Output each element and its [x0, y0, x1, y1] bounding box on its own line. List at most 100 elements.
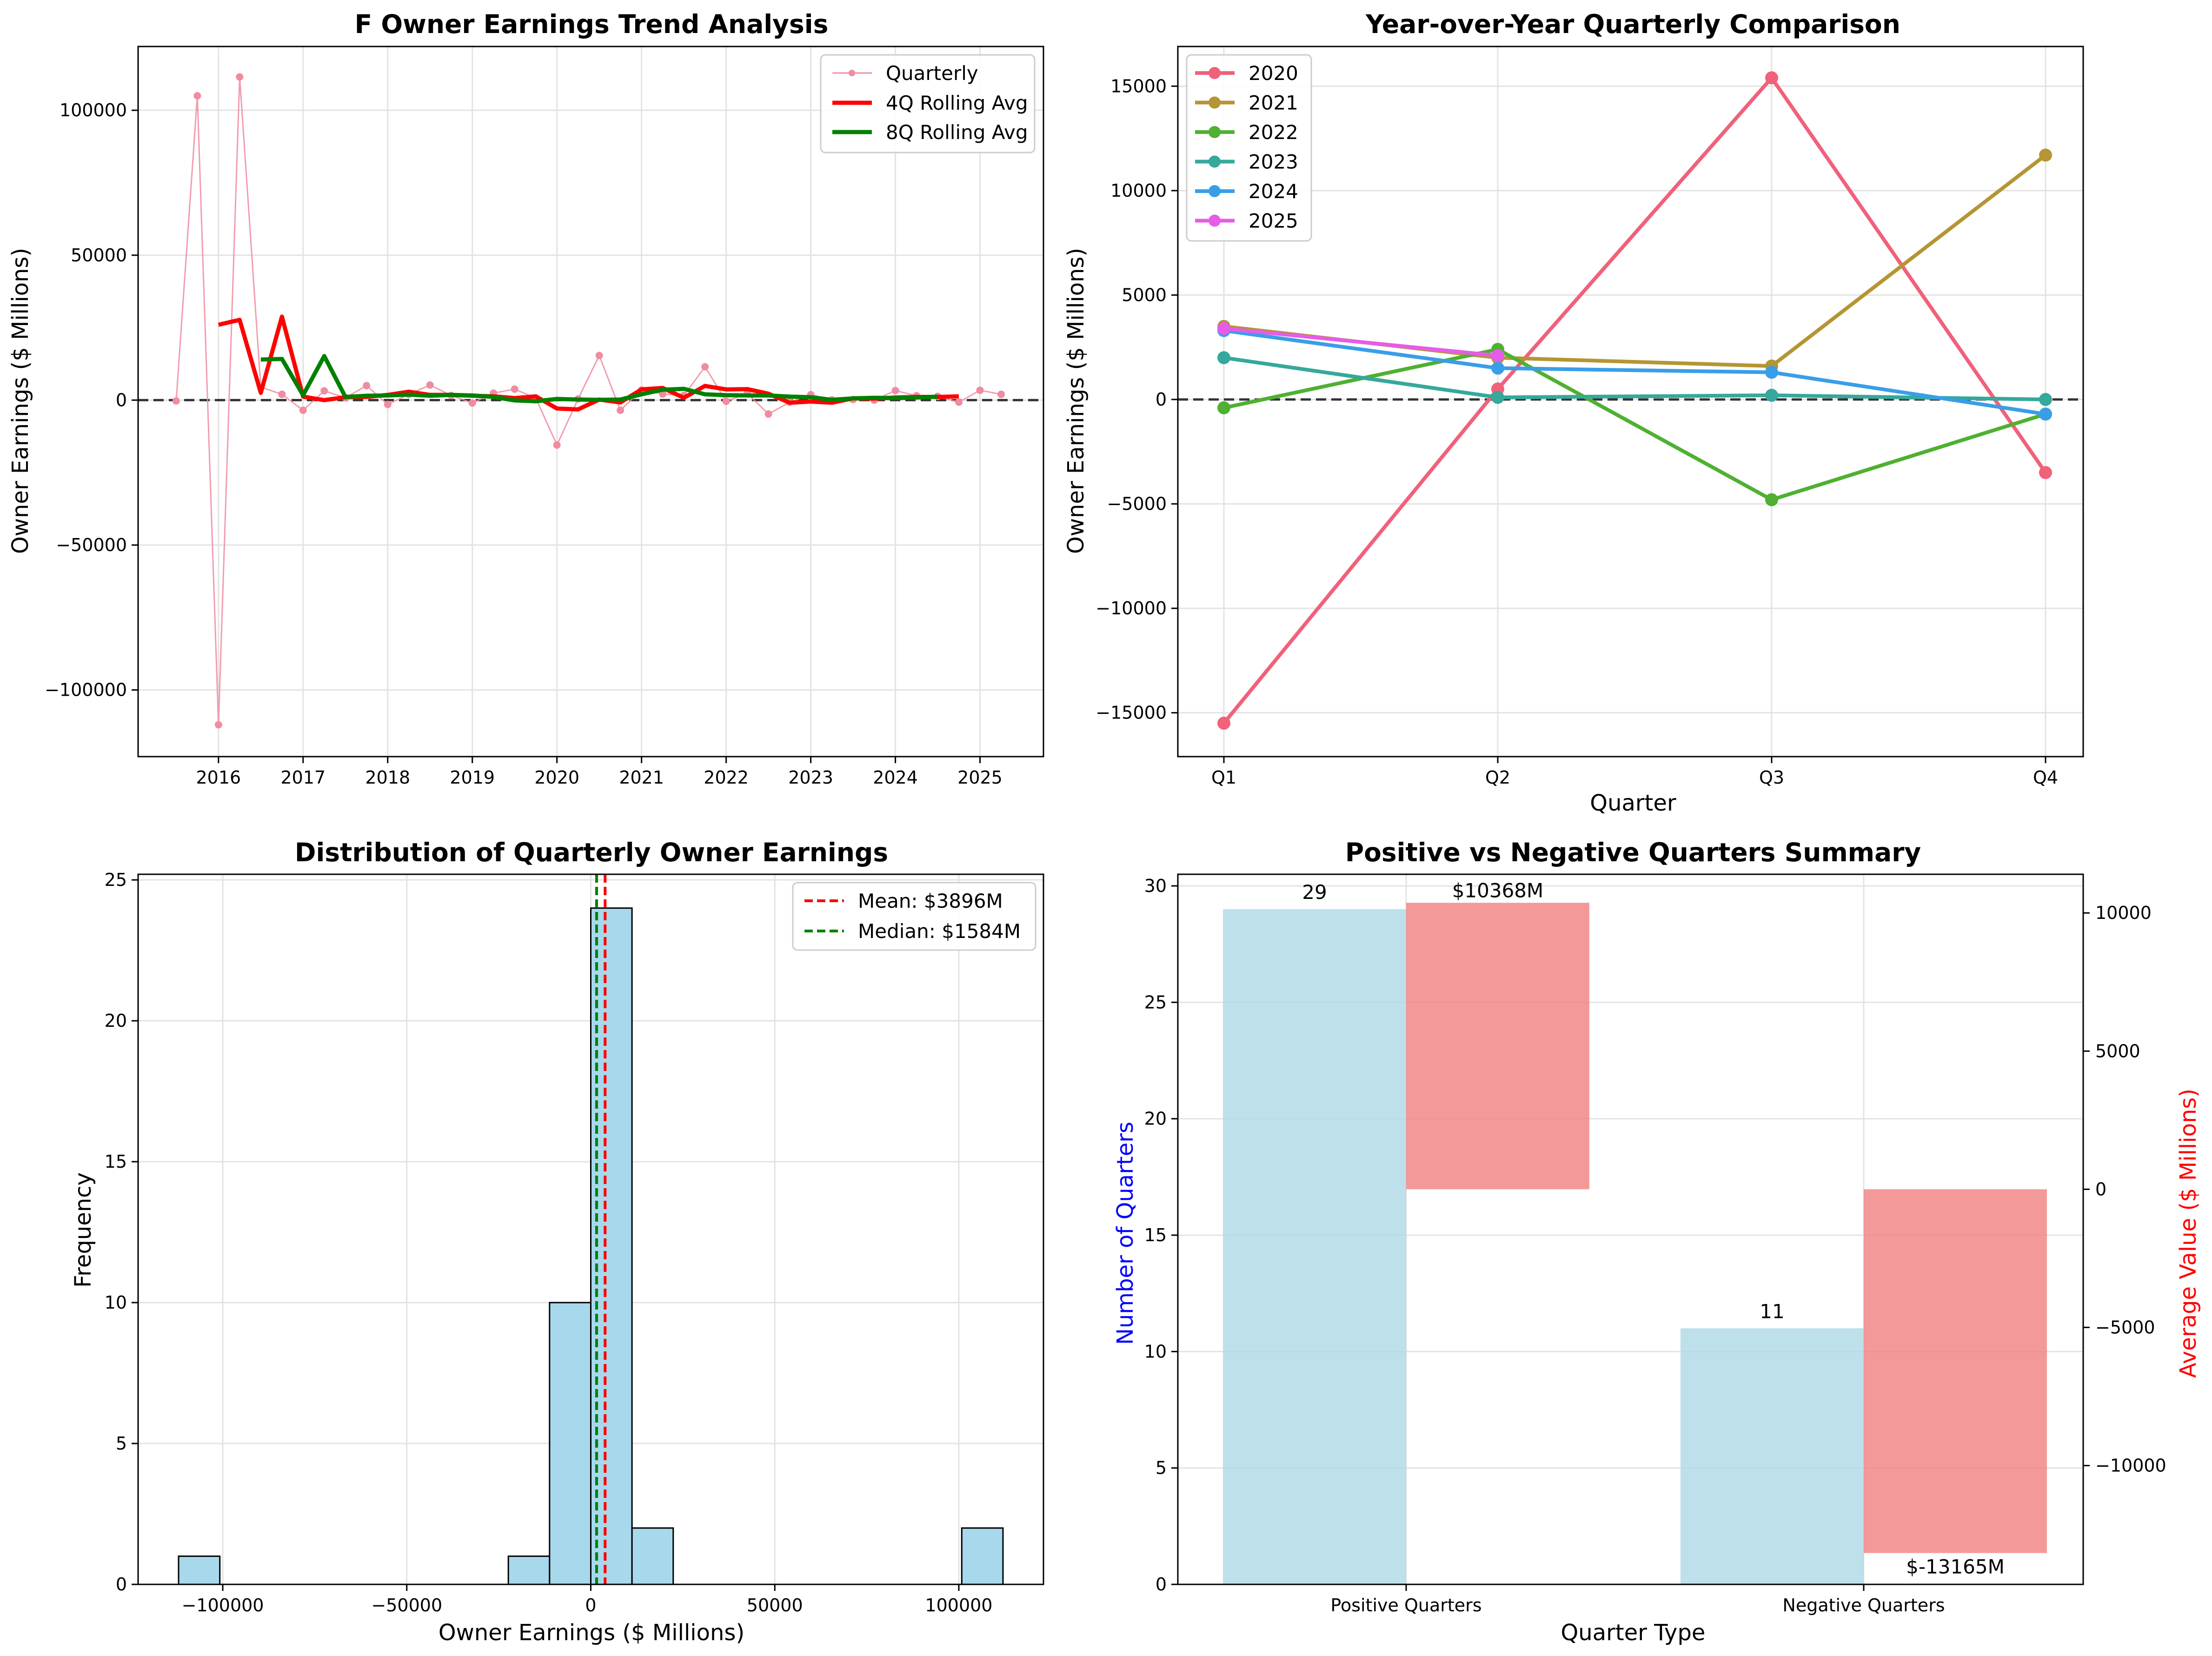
summary-ytick-right-label: 5000 — [2095, 1041, 2140, 1061]
yoy-legend-label: 2023 — [1249, 151, 1298, 173]
trend-series-2-line — [218, 314, 959, 412]
summary-ytick-right-label: −10000 — [2095, 1456, 2166, 1476]
yoy-xtick-label: Q3 — [1759, 767, 1784, 788]
yoy-ytick-label: −15000 — [1096, 703, 1167, 723]
yoy-panel: Year-over-Year Quarterly Comparison Owne… — [1063, 9, 2084, 816]
yoy-legend-label: 2025 — [1249, 210, 1298, 233]
histogram-ytick-label: 25 — [105, 870, 127, 890]
trend-xtick-label: 2021 — [619, 767, 664, 788]
histogram-ytick-label: 15 — [105, 1151, 127, 1172]
trend-series — [138, 73, 1043, 729]
histogram-xtick-label: 50000 — [747, 1595, 803, 1616]
yoy-point-2020 — [2039, 466, 2052, 479]
yoy-point-2023 — [2039, 393, 2052, 406]
trend-legend: Quarterly 4Q Rolling Avg 8Q Rolling Avg — [820, 54, 1036, 153]
trend-xtick-label: 2019 — [450, 767, 495, 788]
summary-ytick-left-label: 25 — [1144, 992, 1167, 1012]
yoy-ytick-label: −5000 — [1107, 494, 1167, 514]
yoy-point-2020 — [1765, 71, 1778, 85]
trend-xtick-label: 2018 — [365, 767, 410, 788]
summary-xtick-label: Negative Quarters — [1782, 1595, 1945, 1616]
yoy-legend-marker — [1209, 185, 1221, 197]
summary-title: Positive vs Negative Quarters Summary — [1345, 838, 1921, 867]
histogram-xtick-label: 100000 — [925, 1595, 992, 1616]
yoy-point-2021 — [2039, 148, 2052, 162]
histogram-legend: Mean: $3896M Median: $1584M — [792, 882, 1036, 951]
yoy-legend-marker — [1209, 126, 1221, 138]
trend-xtick-label: 2025 — [957, 767, 1003, 788]
trend-quarterly-point — [172, 397, 180, 405]
trend-panel: F Owner Earnings Trend Analysis Owner Ea… — [7, 9, 1044, 788]
trend-quarterly-point — [511, 385, 518, 393]
histogram-ylabel: Frequency — [70, 1172, 96, 1288]
trend-quarterly-point — [193, 92, 201, 100]
yoy-legend-label: 2024 — [1249, 180, 1298, 203]
summary-ytick-left-label: 0 — [1156, 1574, 1167, 1595]
histogram-legend-box — [792, 882, 1036, 951]
yoy-point-2020 — [1217, 717, 1230, 730]
summary-average-label: $-13165M — [1906, 1556, 2005, 1578]
histogram-bar — [961, 1527, 1004, 1585]
summary-panel: Positive vs Negative Quarters Summary Nu… — [1112, 838, 2201, 1646]
summary-ytick-left-label: 30 — [1144, 876, 1167, 896]
legend-label-8q: 8Q Rolling Avg — [886, 121, 1028, 144]
legend-marker-quarterly — [849, 70, 855, 76]
trend-xtick-label: 2017 — [280, 767, 325, 788]
trend-ytick-label: 0 — [116, 390, 127, 410]
summary-ticks: 0 5 10 15 20 25 30 −10000 −5000 0 5000 10000 Positiv… — [1144, 876, 2166, 1616]
histogram-ytick-label: 5 — [116, 1433, 127, 1454]
trend-ticks: 2016 2017 2018 2019 2020 2021 2022 2023 2024 2025… — [45, 100, 1003, 788]
yoy-point-2024 — [1491, 361, 1504, 375]
summary-ytick-right-label: −5000 — [2095, 1317, 2155, 1337]
histogram-panel: Distribution of Quarterly Owner Earnings… — [70, 838, 1044, 1646]
summary-ylabel-right: Average Value ($ Millions) — [2175, 1089, 2201, 1378]
yoy-gridlines — [1178, 47, 2083, 757]
trend-xtick-label: 2023 — [788, 767, 833, 788]
yoy-xtick-label: Q2 — [1485, 767, 1510, 788]
histogram-title: Distribution of Quarterly Owner Earnings — [295, 838, 888, 867]
trend-series-3-line — [260, 354, 938, 404]
trend-quarterly-point — [320, 387, 328, 395]
histogram-ticks: −100000 −50000 0 50000 100000 0 5 10 15 20 25 — [105, 870, 993, 1616]
trend-ytick-label: 50000 — [71, 245, 127, 266]
trend-quarterly-point — [363, 382, 371, 390]
summary-count-bar — [1681, 1328, 1864, 1584]
trend-quarterly-point — [891, 386, 899, 394]
yoy-legend-label: 2022 — [1249, 121, 1298, 144]
yoy-ytick-label: 15000 — [1110, 76, 1167, 96]
yoy-legend-label: 2021 — [1249, 92, 1298, 114]
summary-ytick-left-label: 5 — [1156, 1458, 1167, 1478]
yoy-ticks: Q1 Q2 Q3 Q4 −15000 −10000 −5000 0 5000 10000 15000 — [1096, 76, 2058, 788]
summary-bars: 29 $10368M 11 $-13165M — [1223, 879, 2047, 1584]
yoy-ytick-label: 0 — [1156, 389, 1167, 410]
yoy-xlabel: Quarter — [1590, 790, 1676, 816]
summary-average-label: $10368M — [1452, 879, 1544, 902]
yoy-point-2025 — [1491, 349, 1504, 362]
yoy-legend-marker — [1209, 67, 1221, 79]
histogram-ytick-label: 0 — [116, 1574, 127, 1595]
yoy-xtick-label: Q1 — [1211, 767, 1236, 788]
histogram-plot-frame — [137, 873, 1044, 1585]
trend-quarterly-point — [214, 721, 222, 729]
summary-xlabel: Quarter Type — [1561, 1620, 1706, 1646]
trend-quarterly-point — [764, 410, 772, 418]
yoy-point-2025 — [1217, 322, 1230, 335]
summary-ytick-right-label: 0 — [2095, 1179, 2106, 1199]
summary-count-label: 29 — [1302, 881, 1327, 904]
yoy-ytick-label: −10000 — [1096, 598, 1167, 619]
trend-quarterly-point — [722, 397, 730, 405]
trend-quarterly-point — [595, 352, 603, 359]
histogram-xlabel: Owner Earnings ($ Millions) — [438, 1620, 744, 1646]
summary-ytick-right-label: 10000 — [2095, 903, 2152, 923]
summary-average-bar — [1406, 903, 1589, 1190]
yoy-point-2023 — [1217, 351, 1230, 365]
legend-label-median: Median: $1584M — [858, 920, 1021, 943]
trend-quarterly-point — [236, 73, 244, 81]
trend-ytick-label: −100000 — [45, 680, 127, 700]
trend-quarterly-point — [997, 390, 1005, 398]
trend-xtick-label: 2020 — [534, 767, 579, 788]
yoy-point-2024 — [2039, 407, 2052, 421]
histogram-bar — [549, 1302, 591, 1585]
yoy-line-2020 — [1222, 76, 2047, 725]
trend-title: F Owner Earnings Trend Analysis — [355, 9, 829, 39]
